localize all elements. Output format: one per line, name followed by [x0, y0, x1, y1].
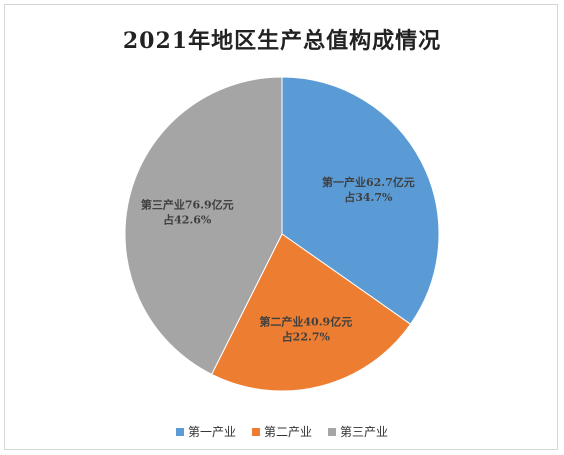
slice-percent-label: 占42.6%: [163, 213, 212, 227]
chart-frame: 2021年地区生产总值构成情况 第一产业62.7亿元 占34.7% 第二产业40.9…: [4, 4, 558, 450]
slice-percent-label: 占22.7%: [282, 329, 331, 343]
legend-swatch: [328, 427, 336, 436]
slice-value-label: 第三产业76.9亿元: [141, 198, 234, 212]
legend-swatch: [175, 427, 184, 436]
slice-secondary: [210, 233, 412, 392]
chart-legend: 第一产业 第二产业 第三产业: [5, 423, 559, 440]
legend-item-primary: 第一产业: [175, 423, 236, 440]
slice-percent-label: 占34.7%: [344, 190, 393, 204]
legend-label: 第一产业: [187, 425, 236, 439]
slice-value-label: 第一产业62.7亿元: [322, 175, 415, 189]
slice-tertiary: [124, 76, 283, 376]
legend-label: 第二产业: [263, 425, 312, 439]
slice-primary: [281, 76, 440, 325]
legend-swatch: [251, 427, 260, 436]
legend-label: 第三产业: [340, 425, 389, 439]
legend-item-secondary: 第二产业: [251, 423, 312, 440]
legend-item-tertiary: 第三产业: [328, 423, 388, 440]
slice-value-label: 第二产业40.9亿元: [259, 314, 352, 328]
chart-title: 2021年地区生产总值构成情况: [122, 28, 442, 54]
